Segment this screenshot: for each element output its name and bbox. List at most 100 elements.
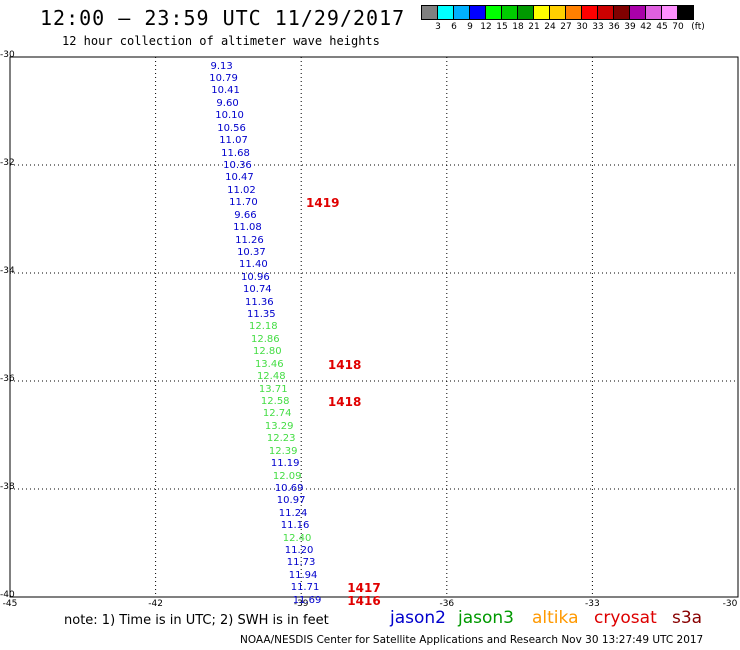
- colorbar-swatch: [629, 5, 646, 20]
- longitude-label: -42: [148, 599, 163, 609]
- colorbar-swatch: [661, 5, 678, 20]
- legend-altika: altika: [532, 608, 579, 628]
- time-label: 1418: [327, 357, 362, 372]
- time-label: 1417: [347, 581, 381, 596]
- swh-value: 9.66: [234, 209, 257, 221]
- swh-value: 10.69: [274, 482, 304, 494]
- swh-value: 12.74: [262, 408, 292, 420]
- swh-value: 11.68: [221, 147, 250, 159]
- swh-value: 11.69: [292, 594, 322, 606]
- colorbar-swatch: [581, 5, 598, 20]
- swh-value: 11.24: [278, 507, 308, 519]
- swh-value: 10.37: [237, 246, 266, 258]
- swh-value: 11.94: [288, 569, 318, 581]
- swh-value: 12.18: [248, 321, 278, 333]
- swh-value: 12.48: [256, 371, 286, 383]
- swh-value: 13.29: [264, 420, 294, 432]
- longitude-label: -39: [293, 599, 309, 609]
- swh-value: 10.41: [211, 85, 240, 97]
- colorbar-label: 39: [624, 22, 636, 32]
- colorbar-label: 30: [576, 22, 588, 32]
- time-label: 1416: [347, 593, 381, 608]
- longitude-label: -33: [585, 599, 600, 609]
- colorbar-label: 12: [480, 22, 492, 32]
- swh-value: 12.58: [260, 395, 290, 407]
- colorbar-swatch: [565, 5, 582, 20]
- swh-value: 10.74: [243, 284, 272, 296]
- swh-value: 13.46: [254, 358, 284, 370]
- swh-value: 11.19: [270, 458, 300, 470]
- swh-value: 9.13: [210, 60, 233, 72]
- time-label: 1418: [327, 394, 362, 409]
- colorbar-swatch: [677, 5, 694, 20]
- swh-value: 11.70: [229, 197, 258, 209]
- note-text: note: 1) Time is in UTC; 2) SWH is in fe…: [64, 613, 329, 628]
- colorbar-label: 45: [656, 22, 668, 32]
- colorbar-swatch: [501, 5, 518, 20]
- colorbar-swatch: [533, 5, 550, 20]
- swh-value: 12.23: [266, 433, 296, 445]
- swh-value: 11.20: [284, 545, 314, 557]
- swh-value: 11.26: [235, 234, 264, 246]
- colorbar-swatch: [437, 5, 454, 20]
- swh-value: 12.40: [282, 532, 312, 544]
- swh-value: 9.60: [216, 97, 239, 109]
- colorbar-label: 18: [512, 22, 524, 32]
- swh-value: 12.39: [268, 445, 298, 457]
- colorbar-swatch: [549, 5, 566, 20]
- swh-value: 12.09: [272, 470, 302, 482]
- swh-value: 11.40: [239, 259, 268, 271]
- swh-value: 11.71: [290, 582, 320, 594]
- colorbar-swatch: [613, 5, 630, 20]
- swh-value: 11.07: [219, 135, 248, 147]
- swh-value: 11.36: [245, 296, 274, 308]
- swh-value: 12.86: [250, 333, 280, 345]
- swh-value: 11.08: [233, 222, 262, 234]
- longitude-label: -36: [439, 599, 455, 609]
- colorbar-label: 36: [608, 22, 620, 32]
- colorbar-label: 9: [467, 22, 473, 32]
- swh-value: 10.36: [223, 160, 252, 171]
- colorbar-label: 42: [640, 22, 652, 32]
- swh-value: 10.10: [215, 110, 244, 122]
- swh-value: 10.97: [276, 495, 306, 507]
- latitude-label: -34: [0, 266, 15, 276]
- colorbar-swatch: [485, 5, 502, 20]
- time-label: 1419: [306, 196, 340, 211]
- colorbar-swatch: [469, 5, 486, 20]
- wave-height-colorbar: [421, 5, 694, 20]
- swh-value: 10.96: [241, 271, 270, 283]
- colorbar-swatch: [645, 5, 662, 20]
- legend-cryosat: cryosat: [594, 608, 657, 628]
- colorbar-label: 70: [672, 22, 684, 32]
- swh-value: 10.56: [217, 122, 246, 134]
- swh-value: 10.47: [225, 172, 254, 184]
- footer-credit: NOAA/NESDIS Center for Satellite Applica…: [240, 634, 704, 646]
- colorbar-label: 15: [496, 22, 508, 32]
- colorbar-unit: (ft): [691, 22, 705, 32]
- map-subtitle: 12 hour collection of altimeter wave hei…: [62, 34, 380, 48]
- map-border: [9, 56, 739, 598]
- colorbar-label: 3: [435, 22, 441, 32]
- swh-value: 12.80: [252, 346, 282, 358]
- colorbar-swatch: [517, 5, 534, 20]
- latitude-label: -38: [0, 482, 15, 492]
- latitude-label: -40: [0, 590, 15, 600]
- map-title: 12:00 — 23:59 UTC 11/29/2017: [40, 6, 406, 30]
- longitude-label: -30: [722, 599, 738, 609]
- longitude-label: -45: [2, 599, 18, 609]
- colorbar-swatch: [421, 5, 438, 20]
- swh-value: 11.35: [247, 309, 276, 321]
- latitude-label: -30: [0, 50, 15, 60]
- swh-value: 10.79: [209, 73, 238, 85]
- colorbar-label: 33: [592, 22, 604, 32]
- swh-value: 11.02: [227, 184, 256, 196]
- swh-value: 13.71: [258, 383, 288, 395]
- legend-jason2: jason2: [390, 608, 446, 628]
- latitude-label: -36: [0, 374, 15, 384]
- colorbar-label: 24: [544, 22, 556, 32]
- colorbar-label: 27: [560, 22, 572, 32]
- colorbar-label: 21: [528, 22, 540, 32]
- latitude-label: -32: [0, 158, 15, 168]
